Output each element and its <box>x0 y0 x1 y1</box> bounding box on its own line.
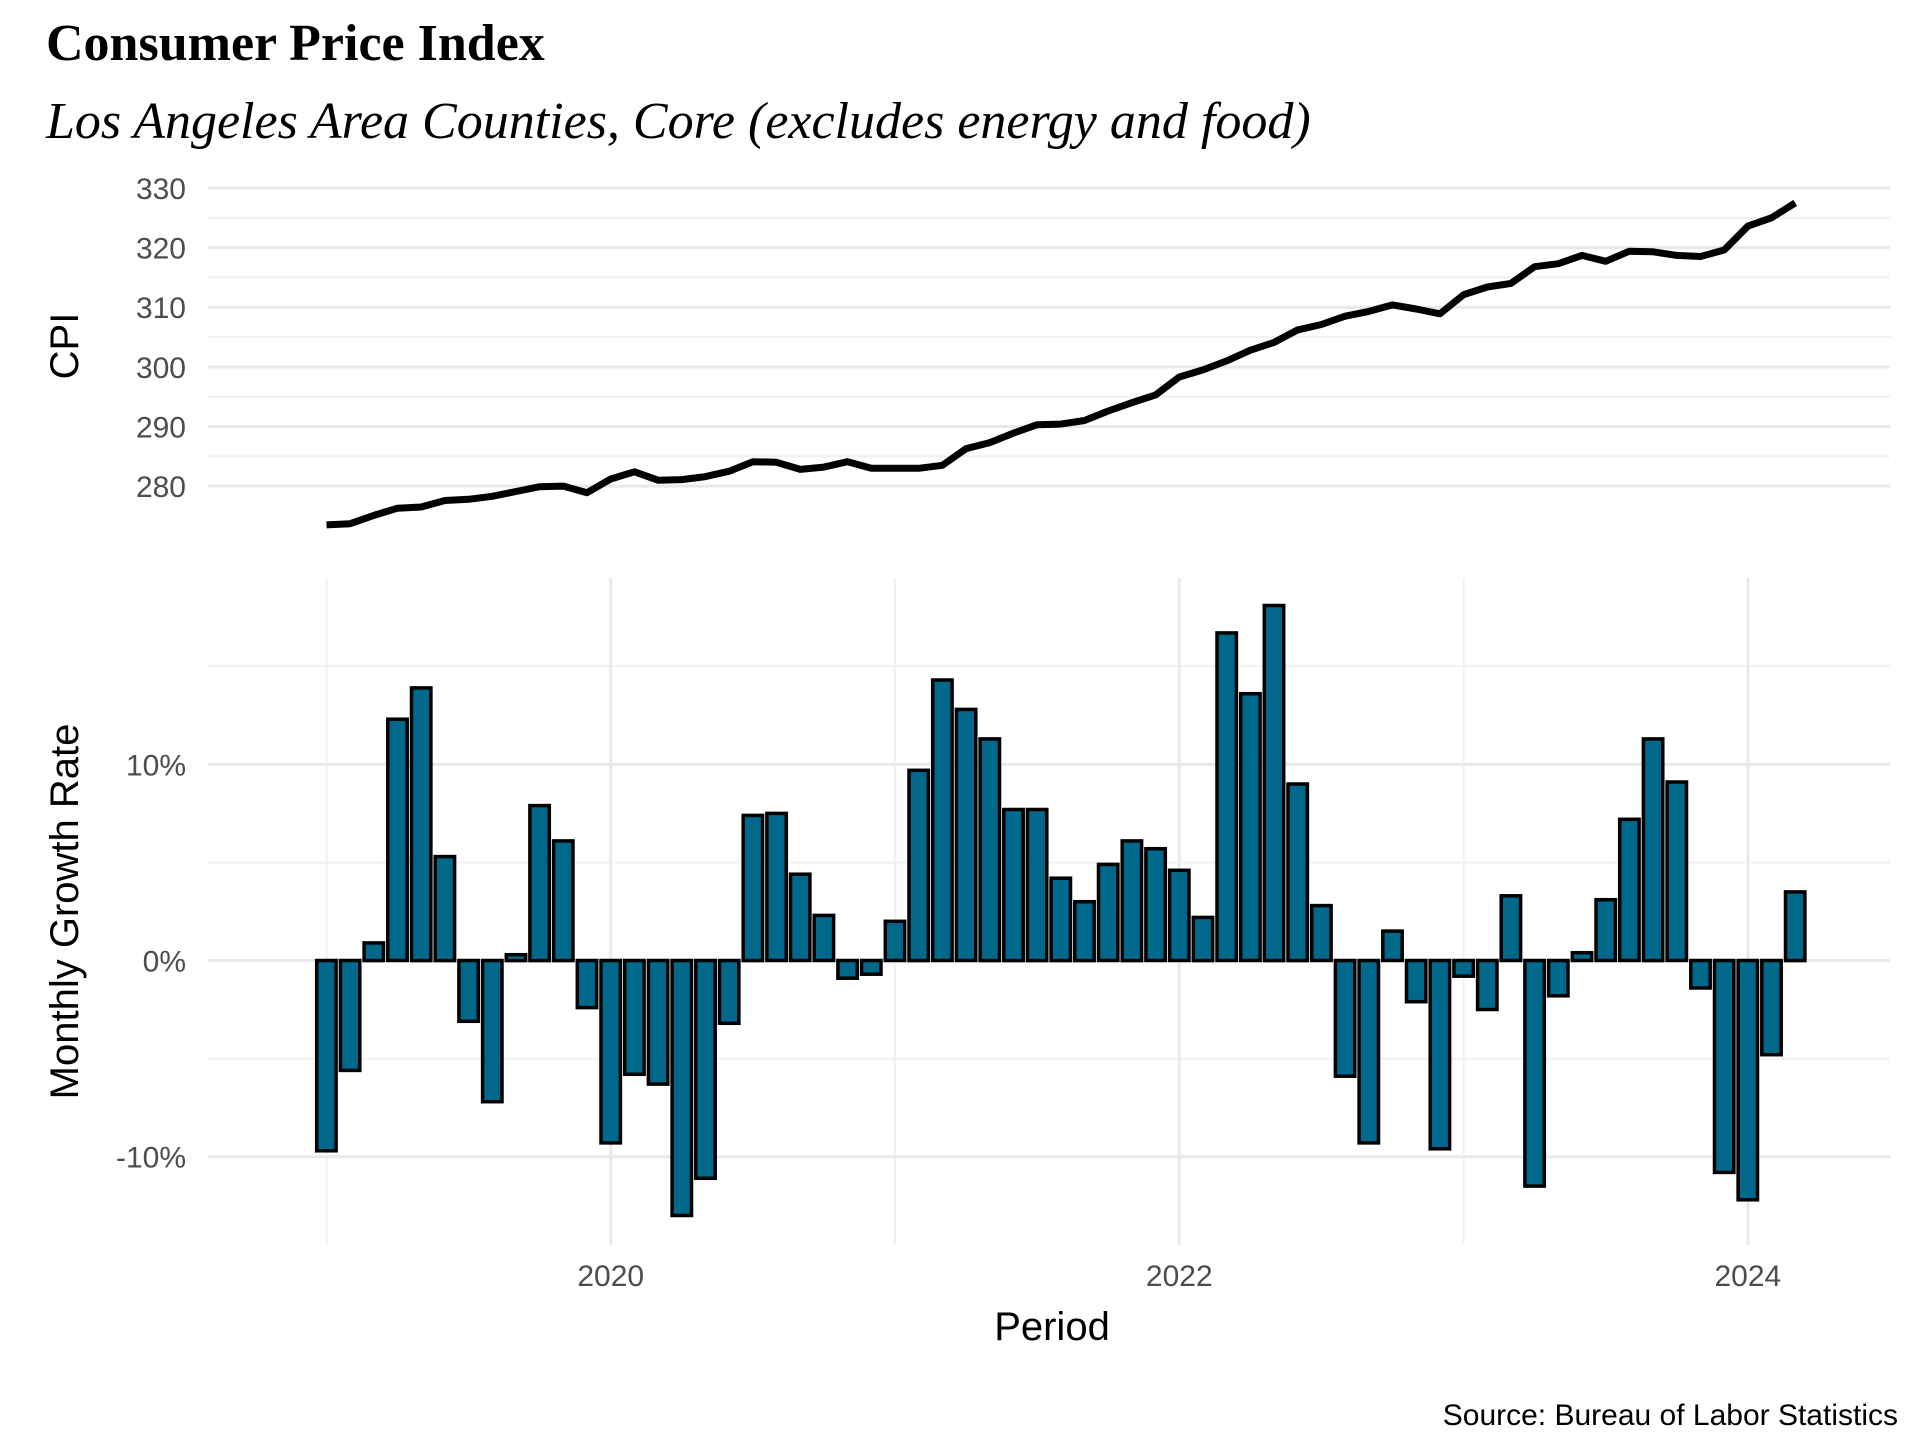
growth-bar <box>1736 958 1760 1202</box>
growth-bar <box>1286 782 1310 963</box>
growth-bar <box>622 958 646 1077</box>
growth-bar <box>1475 958 1499 1012</box>
growth-bar <box>1073 899 1096 963</box>
growth-bar <box>646 958 670 1086</box>
growth-bar <box>1262 603 1286 963</box>
growth-bar <box>907 768 931 963</box>
growth-bar <box>1546 958 1570 998</box>
growth-y-tick-labels: -10% 0% 10% <box>116 749 186 1174</box>
growth-bar <box>1783 890 1807 963</box>
growth-bar <box>1096 862 1120 963</box>
growth-bar <box>741 813 765 963</box>
growth-bar <box>599 958 623 1145</box>
growth-bar <box>1381 929 1404 963</box>
growth-bar <box>859 958 883 976</box>
growth-bar <box>551 839 575 963</box>
growth-bar <box>1049 876 1073 963</box>
growth-bar <box>1570 950 1594 963</box>
x-tick-label: 2020 <box>577 1260 644 1293</box>
x-tick-label: 2022 <box>1146 1260 1213 1293</box>
growth-bar <box>930 678 954 963</box>
growth-bar <box>1760 958 1783 1057</box>
growth-bar <box>1167 868 1191 963</box>
growth-bar <box>1712 958 1736 1175</box>
x-axis-title: Period <box>994 1305 1110 1349</box>
growth-bar <box>1357 958 1381 1145</box>
source-caption: Source: Bureau of Labor Statistics <box>1443 1399 1898 1432</box>
growth-y-axis-title: Monthly Growth Rate <box>43 724 87 1100</box>
growth-bar <box>314 958 338 1153</box>
cpi-line-panel: 280 290 300 310 320 330 CPI <box>43 173 1890 529</box>
growth-bar <box>1665 780 1689 963</box>
growth-bar <box>1025 807 1049 963</box>
growth-bar-panel: -10% 0% 10% 2020 2022 2024 Monthly Growth Ra… <box>43 578 1890 1349</box>
growth-bar <box>1120 839 1144 963</box>
growth-bar <box>1689 958 1712 990</box>
growth-bar <box>1617 817 1641 963</box>
growth-bar <box>1499 894 1523 963</box>
growth-bar <box>433 854 457 963</box>
growth-y-tick-label: 10% <box>126 749 186 782</box>
growth-bar <box>1404 958 1428 1004</box>
cpi-series-line <box>326 199 1798 529</box>
cpi-y-tick-label: 320 <box>136 233 186 266</box>
growth-bar <box>1191 915 1215 963</box>
growth-bar <box>1215 631 1239 963</box>
cpi-y-tick-label: 280 <box>136 471 186 504</box>
growth-bar <box>1002 807 1025 963</box>
growth-bar <box>978 737 1002 963</box>
growth-bar <box>1238 691 1262 963</box>
growth-bar <box>457 958 481 1024</box>
growth-bar <box>717 958 741 1026</box>
growth-bar <box>694 958 717 1181</box>
growth-bar <box>1333 958 1357 1078</box>
growth-bar <box>954 707 978 963</box>
growth-bar <box>1309 903 1333 963</box>
growth-bar <box>765 811 789 963</box>
growth-bar <box>504 952 528 963</box>
chart-title: Consumer Price Index <box>46 15 545 72</box>
growth-bars <box>314 603 1807 1218</box>
growth-y-tick-label: 0% <box>143 946 186 979</box>
cpi-gridlines <box>208 186 1890 488</box>
growth-bar <box>480 958 504 1104</box>
growth-bar <box>788 872 812 963</box>
cpi-y-tick-label: 290 <box>136 412 186 445</box>
growth-bar <box>338 958 362 1073</box>
chart-subtitle: Los Angeles Area Counties, Core (exclude… <box>45 93 1311 150</box>
growth-bar <box>1594 897 1618 963</box>
growth-bar <box>1523 958 1547 1188</box>
growth-bar <box>883 919 907 963</box>
growth-bar <box>1144 846 1168 963</box>
cpi-y-tick-label: 330 <box>136 173 186 206</box>
cpi-y-axis-title: CPI <box>43 313 87 380</box>
growth-bar <box>575 958 599 1010</box>
growth-y-tick-label: -10% <box>116 1142 186 1175</box>
growth-bar <box>362 941 386 963</box>
growth-bar <box>528 803 552 963</box>
growth-bar <box>409 686 433 963</box>
growth-bar <box>1428 958 1452 1151</box>
growth-bar <box>1452 958 1476 978</box>
growth-bar <box>1641 737 1665 963</box>
cpi-y-tick-labels: 280 290 300 310 320 330 <box>136 173 186 504</box>
cpi-y-tick-label: 300 <box>136 352 186 385</box>
growth-bar <box>836 958 860 980</box>
x-tick-label: 2024 <box>1714 1260 1781 1293</box>
growth-bar <box>670 958 694 1218</box>
growth-x-tick-labels: 2020 2022 2024 <box>577 1260 1781 1293</box>
cpi-y-tick-label: 310 <box>136 292 186 325</box>
growth-bar <box>386 717 409 963</box>
growth-bar <box>812 913 836 963</box>
